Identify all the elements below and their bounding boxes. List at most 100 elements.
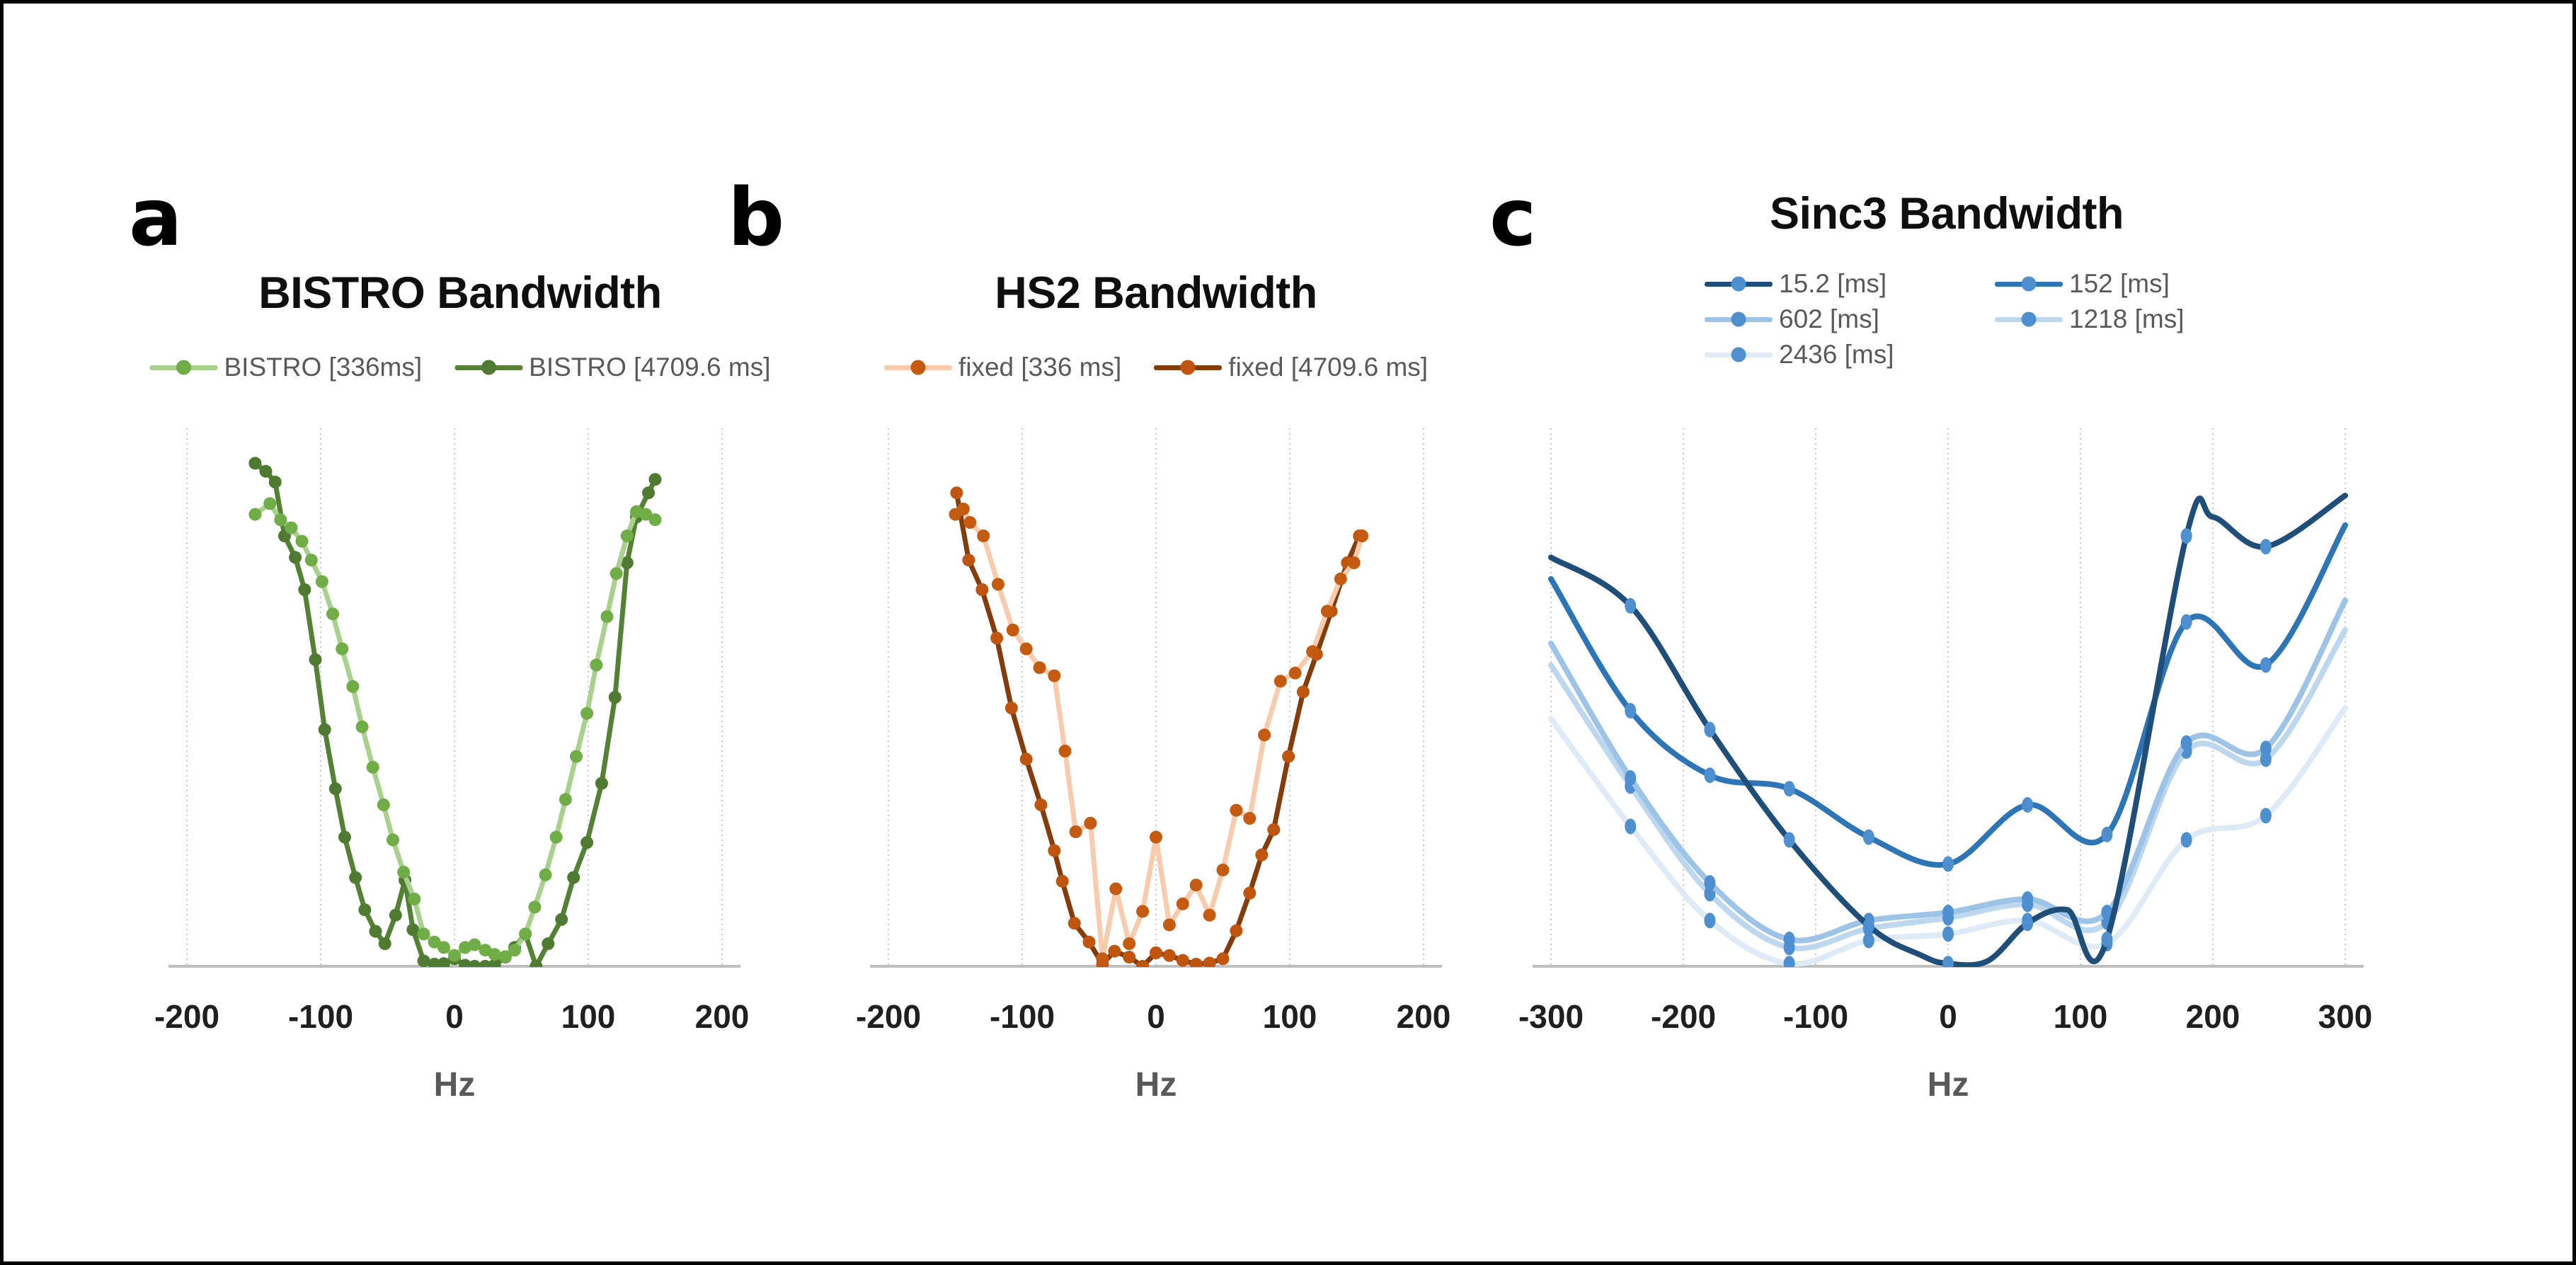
data-marker [1084,816,1097,830]
data-marker [468,960,481,967]
data-marker [580,836,594,849]
data-marker [1282,750,1295,763]
data-marker [1162,949,1176,962]
legend-label: 152 [ms] [2069,269,2170,298]
panel-letter-c: c [1489,172,1537,264]
x-tick-label: 100 [2054,998,2108,1035]
data-marker [539,868,552,881]
data-marker [1862,829,1874,845]
data-marker [1356,530,1369,542]
data-marker [1004,702,1018,715]
data-marker [1203,908,1216,922]
data-marker [639,508,653,521]
data-marker [1203,956,1216,967]
data-marker [620,530,634,542]
data-marker [542,937,555,951]
legend-item: fixed [4709.6 ms] [1154,353,1428,382]
x-tick-label: -100 [990,998,1055,1035]
data-marker [1273,675,1287,688]
data-marker [1862,932,1874,949]
data-marker [2260,740,2272,757]
legend-swatch-icon [454,359,523,376]
data-marker [408,893,421,905]
x-tick-label: -200 [154,998,219,1035]
data-marker [600,610,614,623]
data-marker [1625,703,1637,719]
data-marker [590,658,603,672]
x-axis-title: Hz [434,1066,476,1104]
data-marker [1216,952,1230,966]
data-marker [2022,915,2034,932]
data-marker [1136,905,1150,918]
data-marker [248,508,262,521]
data-marker [1704,875,1716,891]
data-marker [437,957,450,967]
legend-item: BISTRO [4709.6 ms] [454,353,771,382]
x-tick-label: 0 [1939,998,1957,1035]
data-marker [2022,797,2034,813]
data-marker [1243,812,1256,825]
legend-swatch-icon [1705,311,1773,328]
data-marker [1783,832,1795,848]
data-marker [1320,605,1334,618]
data-marker [1704,912,1716,929]
data-marker [1942,956,1954,967]
data-marker [366,760,379,774]
data-marker [1176,954,1189,967]
data-marker [289,551,302,564]
data-marker [567,871,580,884]
legend-item: 152 [ms] [1995,269,2170,299]
data-marker [1230,924,1243,937]
data-marker [1189,878,1203,892]
panel-letter-b: b [728,172,785,264]
data-marker [1704,886,1716,902]
legend-item: 602 [ms] [1705,304,1879,334]
data-marker [559,793,572,806]
data-marker [358,903,372,917]
panel-title-bistro: BISTRO Bandwidth [258,268,662,318]
legend-hs2: fixed [336 ms] fixed [4709.6 ms] [883,353,1428,382]
data-marker [304,554,318,567]
data-marker [1019,752,1033,766]
legend-swatch-icon [1705,346,1773,363]
data-marker [1033,661,1046,675]
data-marker [1123,937,1136,951]
x-tick-label: -300 [1518,998,1584,1035]
data-marker [1123,951,1136,964]
data-marker [1082,935,1096,949]
legend-item: BISTRO [336ms] [149,353,422,382]
series-line-BISTRO [336ms] [252,500,658,959]
series-line-fixed [336 ms] [953,506,1365,961]
legend-item: 15.2 [ms] [1705,269,1887,299]
data-marker [580,706,594,720]
data-marker [268,476,282,488]
data-marker [2180,528,2192,544]
data-marker [488,958,501,967]
legend-item: fixed [336 ms] [883,353,1121,382]
panel-plot-a: -200 -100 0 100 200 Hz [154,428,749,1104]
x-tick-label: -200 [856,998,921,1035]
data-marker [1783,932,1795,947]
data-marker [1334,572,1347,585]
data-marker [285,521,298,534]
data-marker [1109,882,1123,895]
data-marker [1176,897,1189,910]
series-line-15.2 [ms] [1548,493,2348,967]
x-tick-label: 200 [2186,998,2240,1035]
data-marker [977,530,990,542]
data-marker [417,927,430,941]
legend-item: 2436 [ms] [1705,340,1894,370]
data-marker [377,799,390,811]
data-marker [1625,597,1637,614]
panel-plot-b: -200 -100 0 100 200 Hz [856,428,1450,1104]
data-marker [315,575,328,588]
data-marker [2101,905,2113,920]
series-line-152 [ms] [1548,522,2348,868]
series-line-fixed [4709.6 ms] [954,490,1362,967]
data-marker [1006,624,1019,636]
legend-bistro: BISTRO [336ms] BISTRO [4709.6 ms] [149,353,771,382]
data-marker [609,567,623,580]
data-marker [346,680,360,693]
data-marker [406,923,420,937]
data-marker [519,927,532,941]
